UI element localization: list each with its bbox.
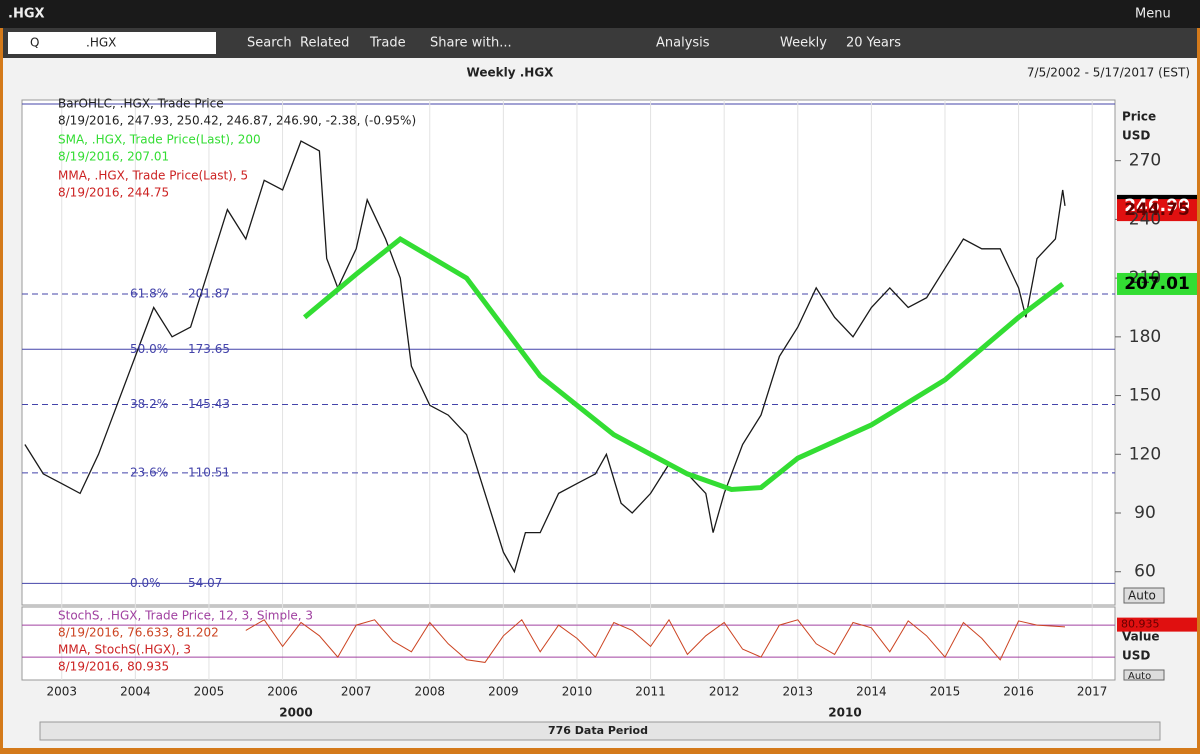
series-line [24, 140, 1066, 574]
toolbar-button[interactable]: Share with... [430, 36, 512, 51]
toolbar-button[interactable]: Related [300, 36, 349, 51]
lower-auto-label[interactable]: Auto [1128, 671, 1151, 682]
lower-y-label: Value [1122, 630, 1160, 644]
x-tick-label: 2016 [1003, 685, 1034, 699]
lower-legend-name: StochS, .HGX, Trade Price, 12, 3, Simple… [58, 609, 313, 623]
chart-subtitle: 7/5/2002 - 5/17/2017 (EST) [1027, 66, 1190, 80]
era-label: 2010 [828, 706, 861, 720]
data-period: 776 Data Period [548, 724, 648, 737]
auto-label[interactable]: Auto [1128, 589, 1156, 603]
title-bar [0, 0, 1200, 28]
last-value-label: 246.90 [1124, 196, 1190, 216]
legend-readout: 8/19/2016, 207.01 [58, 150, 169, 164]
fib-value: 173.65 [188, 342, 230, 356]
auto-button[interactable] [1123, 587, 1165, 604]
x-tick-label: 2008 [414, 685, 445, 699]
era-label: 2000 [279, 706, 312, 720]
plot-layer [22, 100, 1197, 680]
y-axis-unit: USD [1122, 129, 1150, 143]
last-value-label: 244.75 [1124, 200, 1190, 220]
last-value-box [1117, 617, 1197, 632]
window-title: .HGX [8, 7, 45, 22]
fib-label: 0.0% [130, 576, 161, 590]
x-tick-label: 2013 [782, 685, 813, 699]
last-value-label: 80.935 [1121, 618, 1160, 631]
symbol-type[interactable]: Q [30, 36, 39, 50]
toolbar-button[interactable]: Analysis [656, 36, 710, 51]
menu-button[interactable]: Menu [1135, 7, 1171, 22]
legend-name: SMA, .HGX, Trade Price(Last), 200 [58, 133, 261, 147]
scrollbar[interactable] [39, 721, 1161, 741]
y-tick-label: 90 [1134, 503, 1156, 523]
lower-y-unit: USD [1122, 649, 1150, 663]
x-tick-label: 2003 [46, 685, 77, 699]
y-tick-label: 210 [1129, 268, 1161, 288]
fib-label: 50.0% [130, 342, 168, 356]
x-tick-label: 2005 [194, 685, 225, 699]
toolbar-button[interactable]: Search [247, 36, 292, 51]
legend-readout: 8/19/2016, 244.75 [58, 186, 169, 200]
last-value-box [1117, 272, 1197, 295]
x-tick-label: 2014 [856, 685, 887, 699]
toolbar-buttons: Search Related Trade Share with... Analysis W… [247, 36, 901, 51]
y-tick-label: 270 [1129, 151, 1161, 171]
toolbar-button[interactable]: 20 Years [846, 36, 901, 51]
x-tick-label: 2006 [267, 685, 298, 699]
fib-label: 38.2% [130, 397, 168, 411]
y-tick-label: 180 [1129, 327, 1161, 347]
legend: BarOHLC, .HGX, Trade Price 8/19/2016, 247… [58, 97, 416, 674]
x-tick-label: 2012 [709, 685, 740, 699]
y-tick-label: 240 [1129, 209, 1161, 229]
fib-label: 23.6% [130, 465, 168, 479]
x-tick-label: 2015 [930, 685, 961, 699]
lower-auto-button[interactable] [1123, 669, 1165, 681]
fib-value: 110.51 [188, 465, 230, 479]
y-tick-label: 120 [1129, 444, 1161, 464]
toolbar-button[interactable]: Weekly [780, 36, 827, 51]
legend-readout: 8/19/2016, 247.93, 250.42, 246.87, 246.9… [58, 114, 416, 128]
fib-value: 145.43 [188, 397, 230, 411]
x-tick-label: 2009 [488, 685, 519, 699]
series-line [245, 618, 1066, 663]
lower-legend-name: MMA, StochS(.HGX), 3 [58, 643, 191, 657]
y-tick-label: 60 [1134, 562, 1156, 582]
y-axis-label: Price [1122, 110, 1156, 124]
x-tick-label: 2017 [1077, 685, 1108, 699]
lower-legend-readout: 8/19/2016, 80.935 [58, 660, 169, 674]
symbol-input[interactable]: .HGX [86, 36, 116, 50]
chart-title: Weekly .HGX [467, 66, 555, 80]
fib-label: 61.8% [130, 287, 168, 301]
x-tick-label: 2004 [120, 685, 151, 699]
fib-value: 54.07 [188, 576, 222, 590]
y-tick-label: 150 [1129, 386, 1161, 406]
last-value-label: 207.01 [1124, 274, 1190, 294]
legend-name: BarOHLC, .HGX, Trade Price [58, 97, 224, 111]
plot-area [21, 99, 1116, 606]
legend-name: MMA, .HGX, Trade Price(Last), 5 [58, 169, 248, 183]
x-tick-label: 2010 [562, 685, 593, 699]
series-line [302, 235, 1065, 493]
last-value-box [1117, 199, 1197, 222]
x-tick-label: 2011 [635, 685, 666, 699]
toolbar-button[interactable]: Trade [369, 36, 406, 51]
lower-legend-readout: 8/19/2016, 76.633, 81.202 [58, 626, 219, 640]
symbol-box[interactable] [8, 32, 216, 54]
x-tick-label: 2007 [341, 685, 372, 699]
fib-value: 201.87 [188, 287, 230, 301]
